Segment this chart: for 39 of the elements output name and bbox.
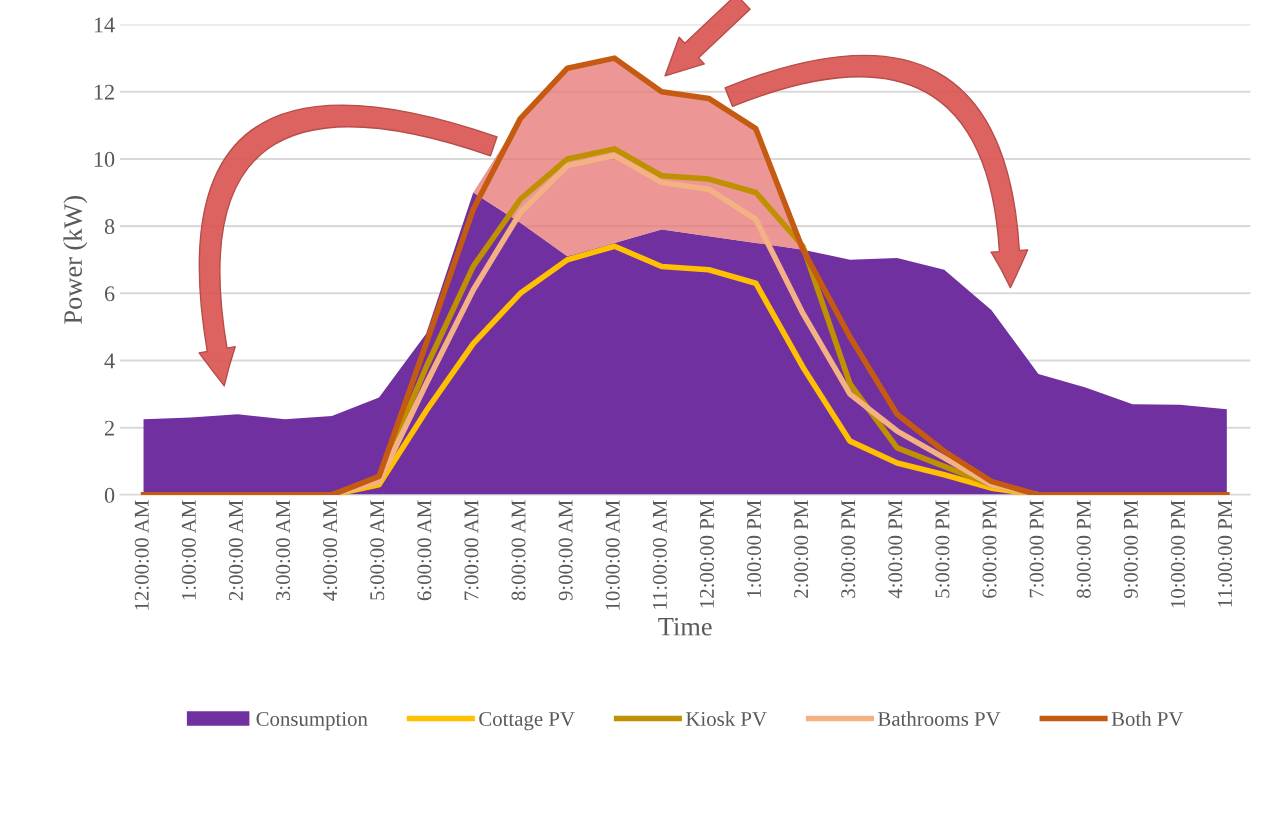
x-tick-label: 3:00:00 AM [275, 500, 291, 601]
legend-label: Kiosk PV [685, 711, 767, 727]
x-tick-label: 10:00:00 AM [605, 500, 620, 610]
y-tick-label: 8 [104, 219, 115, 235]
x-tick-label: 11:00:00 AM [652, 500, 667, 609]
y-tick-label: 4 [104, 353, 115, 369]
x-tick-label: 9:00:00 PM [1123, 500, 1138, 599]
legend-label: Consumption [256, 711, 368, 731]
x-tick-label: 8:00:00 PM [1076, 500, 1091, 598]
legend-label: Cottage PV [479, 711, 575, 731]
x-tick-label: 12:00:00 AM [134, 500, 149, 610]
x-tick-label: 12:00:00 PM [699, 500, 715, 608]
y-tick-label: 10 [94, 151, 115, 167]
x-tick-label: 2:00:00 PM [794, 500, 809, 598]
x-tick-label: 8:00:00 AM [511, 500, 526, 601]
x-tick-label: 7:00:00 AM [464, 500, 479, 600]
y-tick-label: 2 [104, 420, 114, 436]
x-tick-label: 1:00:00 PM [746, 500, 762, 597]
x-tick-label: 4:00:00 PM [888, 500, 903, 599]
legend-label: Both PV [1111, 711, 1184, 727]
y-axis-title: Power (kW) [63, 196, 88, 324]
y-tick-label: 0 [104, 487, 115, 503]
x-tick-label: 6:00:00 AM [417, 500, 432, 601]
x-tick-label: 7:00:00 PM [1029, 500, 1044, 598]
legend-label: Bathrooms PV [878, 711, 1001, 727]
x-tick-label: 9:00:00 AM [558, 500, 573, 601]
y-tick-label: 6 [104, 286, 115, 302]
x-tick-label: 3:00:00 PM [841, 500, 856, 598]
y-tick-label: 14 [94, 17, 115, 33]
y-tick-label: 12 [94, 84, 114, 100]
x-tick-label: 6:00:00 PM [982, 500, 997, 598]
x-axis-title: Time [658, 617, 712, 636]
x-tick-label: 11:00:00 PM [1217, 500, 1233, 607]
x-tick-label: 2:00:00 AM [228, 500, 244, 601]
x-tick-label: 10:00:00 PM [1170, 500, 1186, 608]
x-tick-label: 4:00:00 AM [323, 500, 338, 601]
x-tick-label: 5:00:00 PM [935, 500, 950, 598]
x-tick-label: 5:00:00 AM [370, 500, 385, 600]
x-tick-label: 1:00:00 AM [181, 500, 196, 600]
